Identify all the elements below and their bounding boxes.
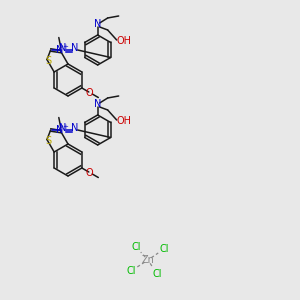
Text: Cl: Cl <box>152 269 162 279</box>
Text: N: N <box>56 44 64 55</box>
Text: N: N <box>56 124 64 134</box>
Text: N: N <box>94 99 101 109</box>
Text: O: O <box>86 88 94 98</box>
Text: N: N <box>59 123 66 133</box>
Text: S: S <box>45 136 51 146</box>
Text: N: N <box>59 43 66 53</box>
Text: O: O <box>86 167 94 178</box>
Text: N: N <box>71 43 78 53</box>
Text: OH: OH <box>116 36 131 46</box>
Text: Cl: Cl <box>159 244 169 254</box>
Text: Cl: Cl <box>131 242 141 252</box>
Text: OH: OH <box>116 116 131 126</box>
Text: Cl: Cl <box>126 266 136 276</box>
Text: +: + <box>62 124 68 130</box>
Text: N: N <box>94 19 101 29</box>
Text: N: N <box>71 123 78 133</box>
Text: Zn: Zn <box>142 255 154 265</box>
Text: S: S <box>45 56 51 65</box>
Text: +: + <box>62 44 68 50</box>
